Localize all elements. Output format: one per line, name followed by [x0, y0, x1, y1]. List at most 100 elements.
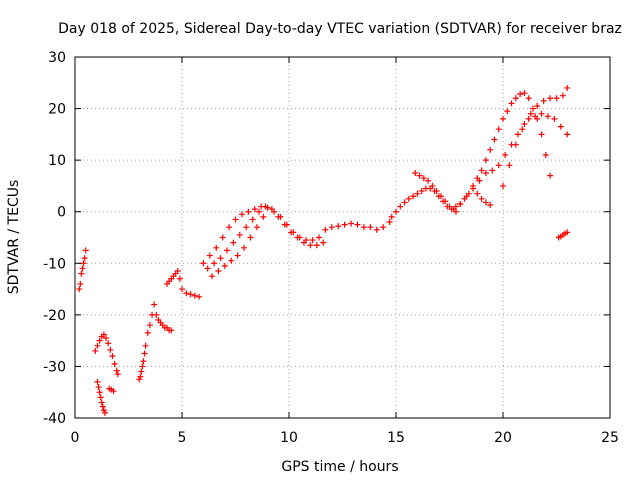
x-tick-label: 10: [280, 430, 298, 446]
data-point: [113, 367, 120, 374]
data-point: [489, 167, 496, 174]
data-point: [107, 346, 114, 353]
data-point: [110, 388, 117, 395]
data-point: [100, 331, 107, 338]
data-point: [96, 389, 103, 396]
data-point: [183, 290, 190, 297]
data-point: [482, 170, 489, 177]
data-point: [96, 337, 103, 344]
y-tick-label: 0: [57, 205, 66, 221]
data-points: [76, 84, 571, 416]
data-point: [196, 293, 203, 300]
data-point: [251, 206, 258, 213]
data-point: [315, 234, 322, 241]
data-point: [564, 84, 571, 91]
data-point: [94, 378, 101, 385]
data-point: [236, 231, 243, 238]
data-point: [211, 260, 218, 267]
data-point: [320, 239, 327, 246]
data-point: [564, 131, 571, 138]
data-point: [474, 190, 481, 197]
series-l: [388, 185, 459, 220]
y-tick-label: -20: [43, 308, 66, 324]
x-tick-label: 5: [178, 430, 187, 446]
data-point: [268, 206, 275, 213]
data-point: [153, 311, 160, 318]
data-point: [309, 237, 316, 244]
data-point: [79, 265, 86, 272]
data-point: [228, 257, 235, 264]
data-point: [514, 131, 521, 138]
data-point: [204, 265, 211, 272]
data-point: [191, 292, 198, 299]
data-point: [95, 384, 102, 391]
x-axis-label: GPS time / hours: [281, 459, 398, 475]
data-point: [114, 371, 121, 378]
data-point: [405, 195, 412, 202]
data-point: [241, 244, 248, 251]
plot-frame: [74, 56, 611, 419]
data-point: [525, 115, 532, 122]
data-point: [213, 244, 220, 251]
data-point: [386, 219, 393, 226]
data-point: [521, 121, 528, 128]
data-point: [551, 115, 558, 122]
data-point: [94, 342, 101, 349]
data-point: [478, 195, 485, 202]
data-point: [99, 403, 106, 410]
data-point: [547, 172, 554, 179]
data-point: [215, 268, 222, 275]
data-point: [243, 224, 250, 231]
data-point: [142, 342, 149, 349]
data-point: [433, 188, 440, 195]
data-point: [420, 175, 427, 182]
data-point: [275, 213, 282, 220]
data-point: [262, 203, 269, 210]
data-point: [367, 224, 374, 231]
data-point: [354, 221, 361, 228]
data-point: [103, 335, 110, 342]
data-point: [322, 226, 329, 233]
data-point: [534, 102, 541, 109]
data-point: [335, 223, 342, 230]
data-point: [446, 203, 453, 210]
data-point: [219, 234, 226, 241]
data-point: [221, 262, 228, 269]
y-tick-label: -40: [43, 411, 66, 427]
y-tick-label: -30: [43, 359, 66, 375]
data-point: [457, 200, 464, 207]
data-point: [463, 193, 470, 200]
data-point: [504, 108, 511, 115]
series-i: [204, 203, 327, 272]
data-point: [105, 340, 112, 347]
series-b: [92, 331, 121, 378]
data-point: [200, 260, 207, 267]
data-point: [519, 126, 526, 133]
data-point: [538, 110, 545, 117]
data-point: [521, 90, 528, 97]
data-point: [373, 226, 380, 233]
data-point: [487, 202, 494, 209]
data-point: [442, 198, 449, 205]
data-point: [174, 268, 181, 275]
data-point: [313, 242, 320, 249]
data-point: [512, 141, 519, 148]
data-point: [414, 190, 421, 197]
data-point: [98, 399, 105, 406]
data-point: [478, 167, 485, 174]
data-point: [559, 92, 566, 99]
data-point: [187, 291, 194, 298]
data-point: [206, 252, 213, 259]
series-e: [136, 342, 149, 383]
axis-ticks: 0 5 10 15 20 25 -40 -30 -20 -10 0 10 20 30: [43, 50, 619, 446]
data-point: [97, 394, 104, 401]
data-point: [418, 188, 425, 195]
series-d: [106, 385, 117, 395]
data-point: [564, 229, 571, 236]
y-tick-label: 20: [48, 102, 66, 118]
data-point: [109, 353, 116, 360]
series-q: [500, 110, 571, 189]
data-point: [288, 229, 295, 236]
data-point: [544, 113, 551, 120]
